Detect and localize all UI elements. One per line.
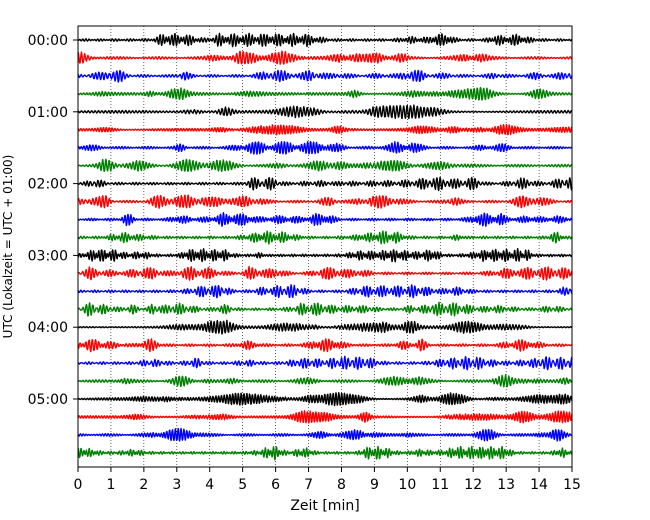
seismic-trace (77, 284, 573, 299)
seismic-trace (77, 338, 573, 353)
plot-frame (77, 25, 573, 468)
x-tick-label: 10 (398, 477, 416, 493)
x-tick-label: 4 (205, 477, 214, 493)
seismic-trace (77, 301, 573, 317)
x-tick-label: 9 (370, 477, 379, 493)
seismic-trace (77, 194, 573, 209)
seismic-trace (77, 140, 573, 155)
seismic-trace (77, 176, 573, 192)
x-tick-label: 14 (530, 477, 548, 493)
x-tick-label: 11 (431, 477, 449, 493)
seismic-trace (77, 86, 573, 101)
x-tick-label: 1 (106, 477, 115, 493)
seismic-trace (77, 104, 573, 120)
seismic-trace (77, 211, 573, 227)
x-tick-label: 6 (271, 477, 280, 493)
seismic-trace (77, 427, 573, 442)
x-tick-label: 0 (74, 477, 83, 493)
seismic-trace (77, 355, 573, 371)
x-tick-label: 5 (238, 477, 247, 493)
x-tick-label: 2 (139, 477, 148, 493)
seismic-trace (77, 32, 573, 48)
y-tick-label: 05:00 (28, 392, 68, 408)
seismic-trace (77, 230, 573, 245)
seismic-trace (77, 410, 573, 424)
seismic-trace (77, 265, 573, 281)
seismic-trace (77, 392, 573, 407)
y-axis-label: UTC (Lokalzeit = UTC + 01:00) (1, 155, 15, 339)
y-tick-label: 03:00 (28, 248, 68, 264)
x-axis-label: Zeit [min] (290, 498, 359, 514)
y-tick-label: 04:00 (28, 320, 68, 336)
seismic-traces (77, 32, 573, 461)
x-tick-label: 3 (172, 477, 181, 493)
x-axis-ticks: 0 1 2 3 4 5 6 7 8 9 10 11 12 13 14 15 (74, 467, 581, 493)
y-axis-ticks: 00:00 01:00 02:00 03:00 04:00 05:00 (28, 33, 78, 408)
x-tick-label: 13 (497, 477, 515, 493)
seismic-trace (77, 50, 573, 65)
x-tick-label: 8 (337, 477, 346, 493)
seismic-trace (77, 158, 573, 173)
x-tick-label: 7 (304, 477, 313, 493)
y-tick-label: 00:00 (28, 33, 68, 49)
x-tick-label: 12 (464, 477, 482, 493)
y-tick-label: 02:00 (28, 177, 68, 193)
seismic-trace (77, 319, 573, 335)
seismic-trace (77, 374, 573, 388)
seismic-trace (77, 247, 573, 263)
seismic-trace (77, 123, 573, 136)
x-tick-label: 15 (563, 477, 581, 493)
seismic-trace (77, 445, 573, 461)
seismic-trace (77, 69, 573, 83)
y-tick-label: 01:00 (28, 105, 68, 121)
